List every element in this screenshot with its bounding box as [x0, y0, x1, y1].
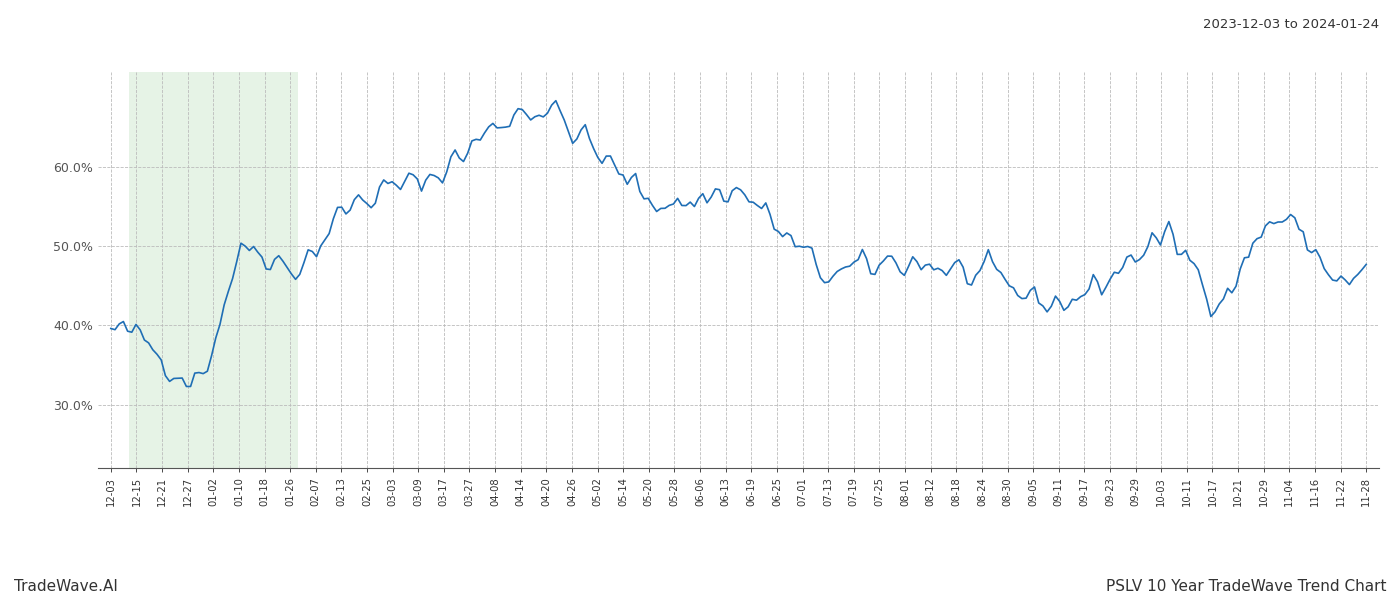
- Bar: [129, 72, 298, 468]
- Text: 2023-12-03 to 2024-01-24: 2023-12-03 to 2024-01-24: [1203, 18, 1379, 31]
- Text: PSLV 10 Year TradeWave Trend Chart: PSLV 10 Year TradeWave Trend Chart: [1106, 579, 1386, 594]
- Text: TradeWave.AI: TradeWave.AI: [14, 579, 118, 594]
